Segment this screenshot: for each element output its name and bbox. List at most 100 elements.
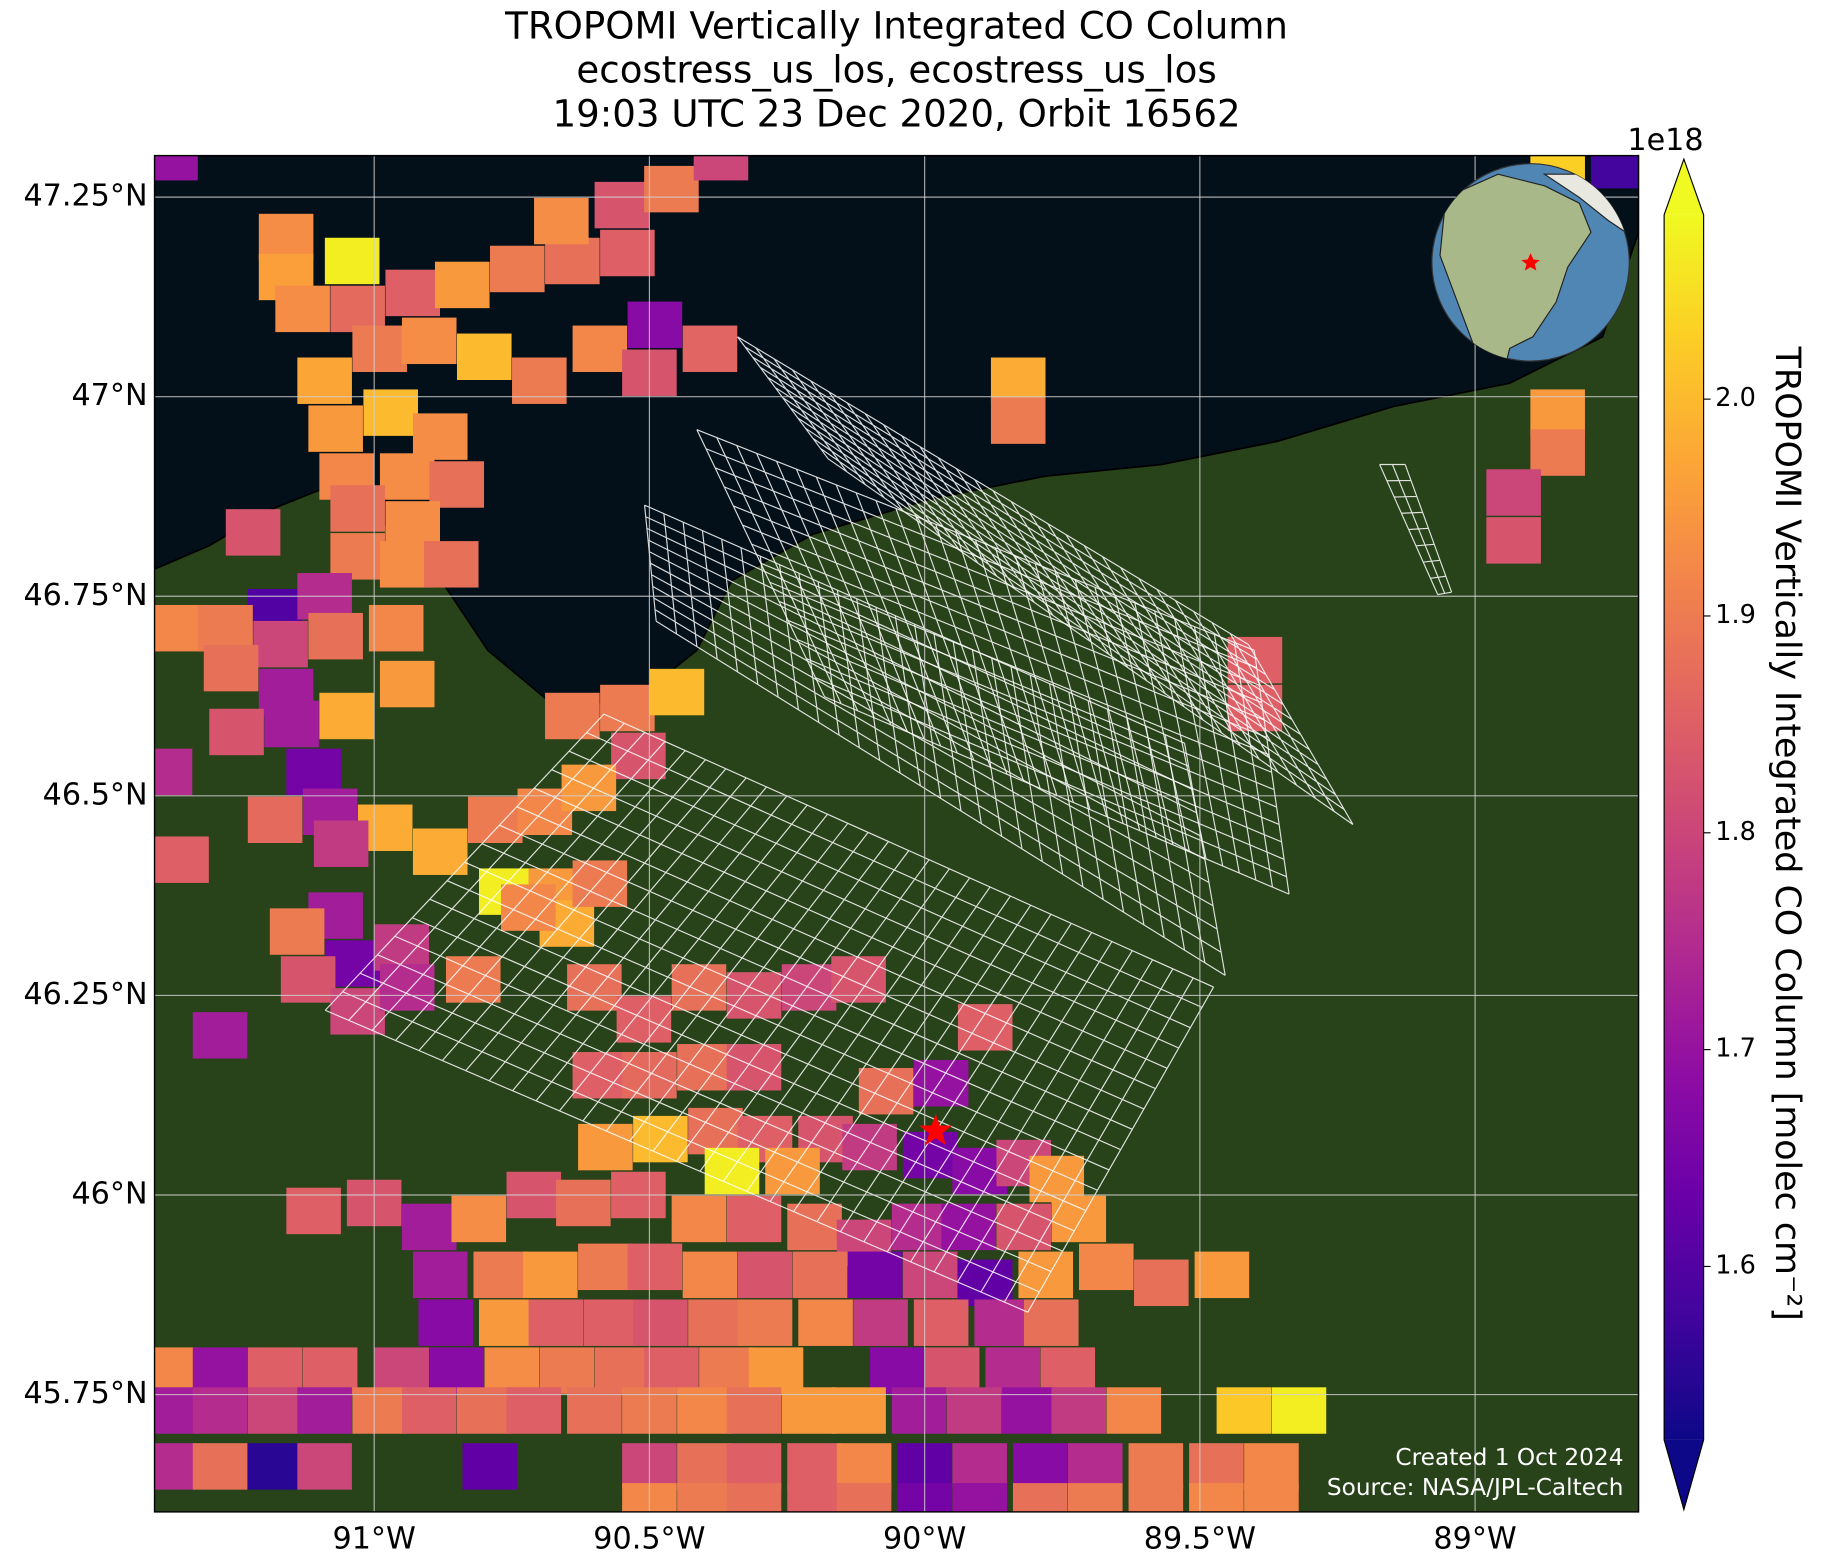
co-pixel [748,1347,804,1394]
title-line: ecostress_us_los, ecostress_us_los [576,48,1216,91]
co-pixel [1012,1443,1068,1490]
co-pixel [1194,1251,1250,1299]
co-pixel [985,1347,1041,1394]
co-pixel [319,692,374,740]
co-pixel [297,1443,352,1490]
co-pixel [192,1012,248,1059]
co-pixel [412,1251,468,1299]
co-pixel [572,860,628,907]
co-pixel [737,1299,793,1346]
colorbar-extend-min [1664,1439,1704,1510]
co-pixel [869,1347,925,1394]
co-pixel [225,509,281,556]
credit-text: Source: NASA/JPL-Caltech [1327,1474,1624,1501]
co-pixel [1244,1443,1299,1490]
co-pixel [952,1443,1007,1490]
credit-text: Created 1 Oct 2024 [1395,1444,1623,1471]
co-pixel [192,1443,248,1490]
co-pixel [1067,1443,1123,1490]
co-pixel [693,155,749,181]
y-tick-label: 46.75°N [23,578,147,613]
x-tick-label: 89°W [1433,1521,1516,1556]
co-pixel [429,1347,485,1394]
co-pixel [891,1203,947,1251]
globe-star [1521,253,1540,271]
co-pixel [1128,1483,1184,1512]
map-area [154,155,1639,1512]
co-pixel [957,1004,1013,1051]
y-tick-label: 45.75°N [23,1376,147,1411]
co-pixel [853,1299,908,1346]
co-pixel [836,1483,892,1512]
co-pixel [203,644,259,692]
co-pixel [798,1299,853,1346]
co-pixel [545,237,600,285]
co-pixel [561,764,617,812]
co-pixel [671,964,727,1011]
grid [154,155,1639,1512]
co-pixel [649,668,705,716]
co-pixel [308,612,363,660]
co-pixel [1134,1259,1189,1307]
co-pixel [456,333,512,380]
co-pixel [379,660,435,708]
co-pixel [286,748,341,796]
axes: 91°W 90.5°W 90°W 89.5°W 89°W 47.25°N 47°N 46.75… [23,179,1516,1557]
co-pixel [699,1347,754,1394]
co-pixel [192,1347,248,1394]
co-pixel [787,1483,842,1512]
co-pixel [787,1443,842,1490]
co-pixel [974,1299,1029,1346]
co-pixel [429,461,485,508]
y-tick-label: 46.25°N [23,977,147,1012]
ecostress-swaths [324,336,1453,1313]
co-pixel [1128,1443,1184,1490]
co-pixel [726,1443,782,1490]
swath-grid [737,336,1354,825]
co-pixel [787,1203,842,1251]
co-pixel [275,285,330,333]
colorbar-tick-label: 1.6 [1715,1250,1756,1280]
co-pixel [1018,1251,1074,1299]
x-tick-label: 90°W [883,1521,966,1556]
continent [1439,173,1592,362]
co-pixel [633,1299,688,1346]
colorbar-body [1664,214,1704,1440]
co-pixel [308,405,363,452]
co-pixel [313,820,369,867]
co-pixel [957,1259,1013,1307]
co-pixel [572,1052,628,1099]
x-tick-label: 90.5°W [593,1521,705,1556]
co-pixel [247,1347,303,1394]
y-tick-label: 47°N [71,378,147,413]
co-pixel [682,325,738,373]
co-pixel [990,397,1046,444]
co-pixel [627,301,683,349]
co-pixel [451,1195,507,1243]
co-pixel [418,1299,474,1346]
co-pixel [462,1443,518,1490]
co-pixel [467,796,523,844]
co-pixel [578,1123,633,1171]
colorbar-offset-label: 1e18 [1627,123,1703,158]
co-pixel [247,1443,303,1490]
co-pixel [330,285,385,333]
co-pixel [269,908,325,955]
co-pixel [671,1195,727,1243]
co-pixel [264,700,319,748]
co-pixel [473,1251,529,1299]
co-pixel [302,1347,358,1394]
co-pixel [545,692,600,740]
co-pixel [1486,517,1541,564]
co-pixel [941,1203,996,1251]
co-pixel [644,165,699,213]
colorbar-tick-label: 1.8 [1715,817,1756,847]
co-pixel [154,748,193,796]
co-pixel [688,1299,743,1346]
co-pixel [1244,1483,1299,1512]
co-pixel [737,1251,793,1299]
colorbar-tick-label: 1.9 [1715,600,1756,630]
colorbar-tick-label: 1.7 [1715,1034,1756,1064]
